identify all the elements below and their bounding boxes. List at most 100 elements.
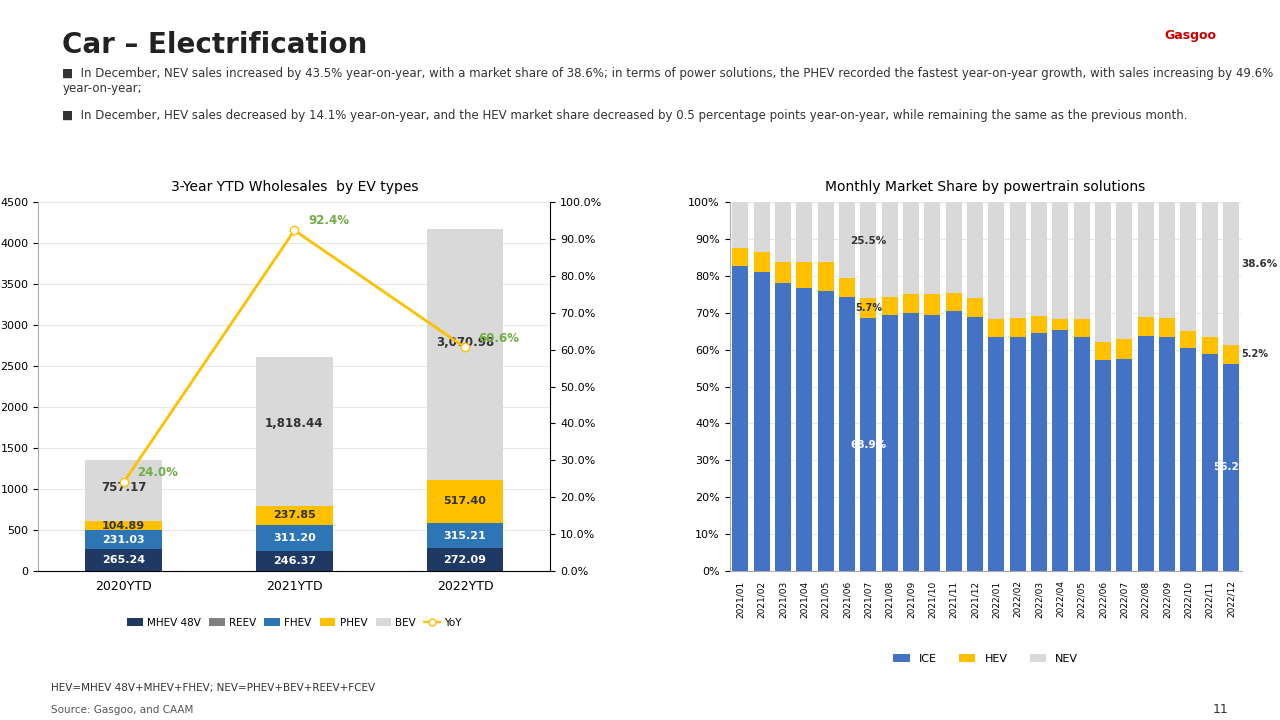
Bar — [1074, 337, 1089, 571]
Bar — [902, 294, 919, 313]
Text: 237.85: 237.85 — [273, 510, 316, 521]
Text: 92.4%: 92.4% — [308, 215, 349, 228]
Bar — [902, 202, 919, 294]
Bar — [1138, 318, 1153, 336]
Bar — [774, 202, 791, 262]
Bar — [924, 202, 941, 294]
Bar — [882, 315, 897, 571]
Bar — [754, 252, 769, 272]
Text: 517.40: 517.40 — [444, 497, 486, 506]
Bar — [1030, 316, 1047, 333]
Bar — [1138, 202, 1153, 318]
Bar — [1094, 360, 1111, 571]
Bar — [256, 505, 333, 525]
Bar — [1222, 364, 1239, 571]
Bar — [946, 293, 961, 311]
Text: Car – Electrification: Car – Electrification — [63, 31, 367, 58]
Bar — [1158, 202, 1175, 318]
Bar — [1052, 202, 1069, 319]
Bar — [1094, 202, 1111, 342]
Text: 5.2%: 5.2% — [1242, 349, 1268, 359]
Text: 265.24: 265.24 — [102, 555, 146, 564]
Text: 25.5%: 25.5% — [850, 235, 886, 246]
Legend: MHEV 48V, REEV, FHEV, PHEV, BEV, YoY: MHEV 48V, REEV, FHEV, PHEV, BEV, YoY — [123, 613, 466, 631]
Bar — [1138, 336, 1153, 571]
Bar — [1030, 333, 1047, 571]
Bar — [426, 523, 503, 549]
Bar — [988, 319, 1005, 337]
Bar — [1158, 318, 1175, 337]
Bar — [1202, 337, 1217, 354]
Bar — [1010, 202, 1025, 318]
Bar — [1074, 202, 1089, 320]
Bar — [732, 266, 749, 571]
Text: 1,818.44: 1,818.44 — [265, 417, 324, 431]
Text: 231.03: 231.03 — [102, 534, 145, 544]
Bar — [838, 278, 855, 297]
Bar — [256, 525, 333, 551]
Text: ■  In December, NEV sales increased by 43.5% year-on-year, with a market share o: ■ In December, NEV sales increased by 43… — [63, 67, 1274, 94]
Title: 3-Year YTD Wholesales  by EV types: 3-Year YTD Wholesales by EV types — [170, 180, 419, 194]
Bar — [1052, 319, 1069, 330]
Text: 311.20: 311.20 — [273, 533, 316, 543]
Bar — [1116, 202, 1133, 338]
Bar — [1030, 202, 1047, 316]
Bar — [774, 284, 791, 571]
Bar — [86, 530, 163, 549]
Text: 272.09: 272.09 — [444, 554, 486, 564]
Bar — [882, 202, 897, 297]
Text: Source: Gasgoo, and CAAM: Source: Gasgoo, and CAAM — [51, 705, 193, 715]
Text: 60.6%: 60.6% — [479, 331, 520, 345]
Text: 757.17: 757.17 — [101, 481, 146, 494]
Bar — [256, 551, 333, 571]
Bar — [754, 272, 769, 571]
Title: Monthly Market Share by powertrain solutions: Monthly Market Share by powertrain solut… — [826, 180, 1146, 194]
Bar — [946, 311, 961, 571]
Bar — [1180, 331, 1197, 348]
Bar — [1202, 202, 1217, 337]
Bar — [1116, 338, 1133, 359]
Bar — [1052, 330, 1069, 571]
Bar — [1222, 345, 1239, 364]
Bar — [882, 297, 897, 315]
Bar — [796, 202, 813, 262]
Bar — [256, 356, 333, 505]
Bar — [1180, 348, 1197, 571]
Bar — [838, 297, 855, 571]
Text: 3,070.98: 3,070.98 — [436, 336, 494, 348]
Bar — [946, 202, 961, 293]
Bar — [1180, 202, 1197, 331]
Bar — [796, 262, 813, 288]
Text: 11: 11 — [1213, 703, 1229, 716]
Bar — [1222, 202, 1239, 345]
Bar — [818, 202, 833, 262]
Bar — [426, 480, 503, 523]
Bar — [966, 317, 983, 571]
Bar — [86, 459, 163, 521]
Text: 246.37: 246.37 — [273, 556, 316, 566]
Bar — [966, 298, 983, 317]
Bar — [732, 248, 749, 266]
Bar — [86, 549, 163, 571]
Text: 24.0%: 24.0% — [137, 467, 178, 480]
Bar — [1094, 342, 1111, 360]
Bar — [1116, 359, 1133, 571]
Bar — [924, 294, 941, 315]
Bar — [860, 318, 877, 571]
Text: 5.7%: 5.7% — [855, 303, 882, 313]
Text: ■  In December, HEV sales decreased by 14.1% year-on-year, and the HEV market sh: ■ In December, HEV sales decreased by 14… — [63, 109, 1188, 122]
Text: Gasgoo: Gasgoo — [1164, 29, 1216, 42]
Text: 38.6%: 38.6% — [1242, 258, 1277, 269]
Bar — [860, 202, 877, 298]
Legend: ICE, HEV, NEV: ICE, HEV, NEV — [888, 649, 1083, 668]
Bar — [818, 291, 833, 571]
Bar — [796, 288, 813, 571]
Bar — [1158, 337, 1175, 571]
Bar — [426, 229, 503, 480]
Bar — [754, 202, 769, 252]
Bar — [1010, 337, 1025, 571]
Text: 315.21: 315.21 — [444, 531, 486, 541]
Bar — [1202, 354, 1217, 571]
Text: 104.89: 104.89 — [102, 521, 146, 531]
Bar — [774, 262, 791, 284]
